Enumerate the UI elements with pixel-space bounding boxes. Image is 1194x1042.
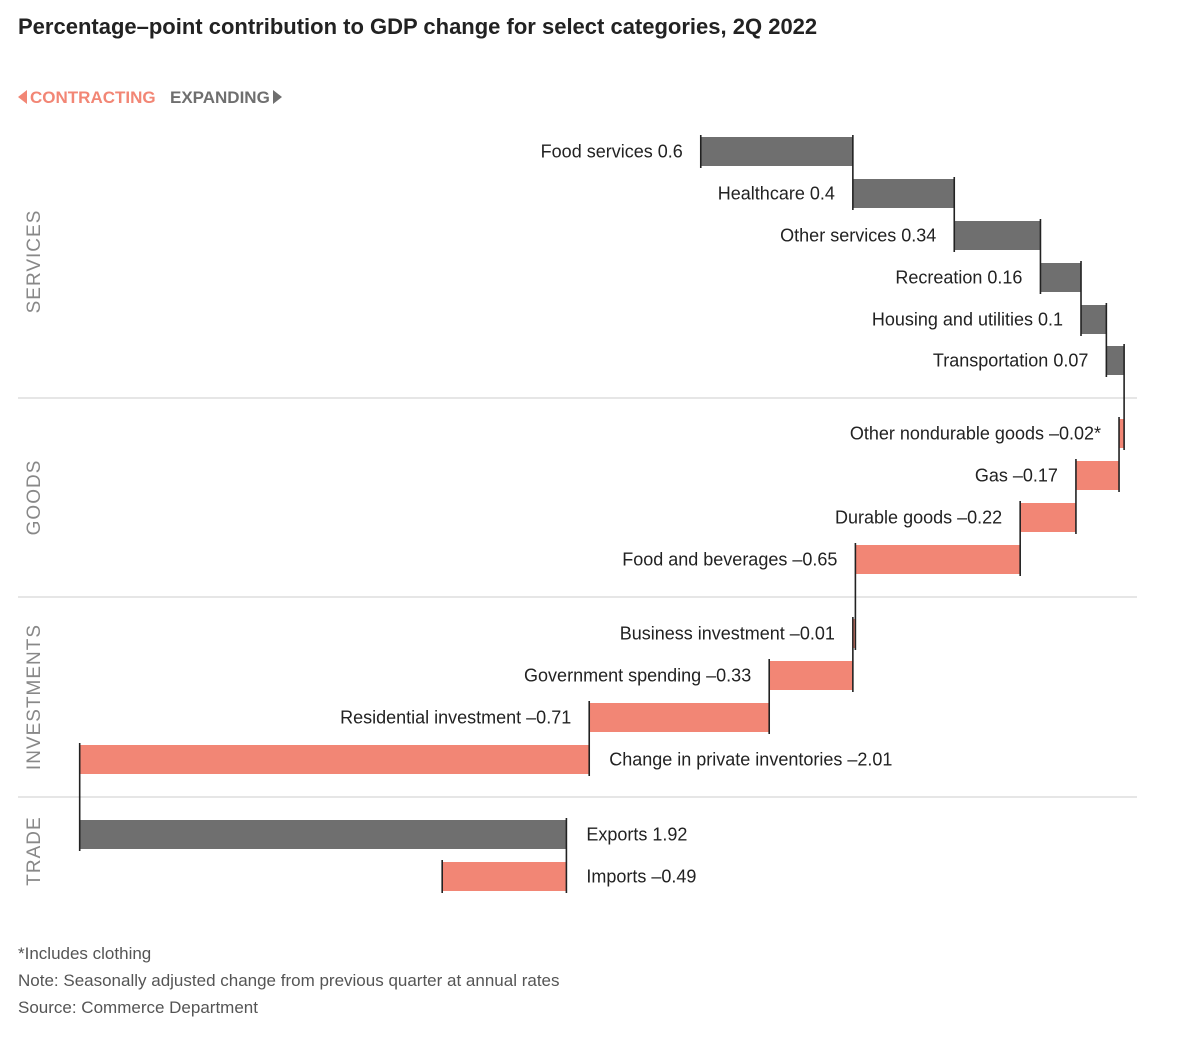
bar-5 [1106,346,1125,375]
footnote: *Includes clothing [18,944,152,963]
bar-9 [855,545,1021,574]
bar-label-0: Food services 0.6 [541,142,683,162]
bar-12 [589,703,770,732]
bar-label-3: Recreation 0.16 [895,268,1022,288]
bar-label-14: Exports 1.92 [586,825,687,845]
section-label-goods: GOODS [24,460,45,536]
bar-label-4: Housing and utilities 0.1 [872,310,1063,330]
bar-label-10: Business investment –0.01 [620,624,835,644]
section-label-trade: TRADE [24,816,45,885]
bar-label-2: Other services 0.34 [780,226,936,246]
bar-10 [852,619,856,648]
bar-8 [1020,503,1076,532]
bar-label-9: Food and beverages –0.65 [622,550,837,570]
bar-4 [1081,305,1107,334]
bar-15 [442,862,567,891]
legend-contracting: CONTRACTING [18,88,156,108]
waterfall-chart: SERVICES GOODS INVESTMENTS TRADE Food servic… [18,135,1137,893]
arrow-left-icon [18,90,27,104]
bar-13 [79,745,590,774]
bar-3 [1040,263,1082,292]
bar-label-6: Other nondurable goods –0.02* [850,424,1101,444]
chart-title: Percentage–point contribution to GDP cha… [18,14,818,39]
bar-label-8: Durable goods –0.22 [835,508,1002,528]
chart-notes: *Includes clothing Note: Seasonally adju… [18,940,560,1021]
bar-6 [1119,419,1125,448]
arrow-right-icon [272,90,282,104]
bar-7 [1075,461,1120,490]
bar-1 [852,179,955,208]
legend-expanding: EXPANDING [170,88,282,108]
bar-label-7: Gas –0.17 [975,466,1058,486]
bar-0 [700,137,853,166]
bar-label-13: Change in private inventories –2.01 [609,750,892,770]
bar-label-12: Residential investment –0.71 [340,708,571,728]
source: Source: Commerce Department [18,998,258,1017]
section-label-services: SERVICES [24,210,45,314]
section-label-investments: INVESTMENTS [24,624,45,770]
bar-11 [769,661,853,690]
bar-label-11: Government spending –0.33 [524,666,751,686]
legend-expanding-label: EXPANDING [170,88,270,107]
bar-14 [79,820,567,849]
bar-label-1: Healthcare 0.4 [718,184,835,204]
bar-label-15: Imports –0.49 [586,867,696,887]
bar-2 [954,221,1041,250]
bar-label-5: Transportation 0.07 [933,351,1088,371]
note: Note: Seasonally adjusted change from pr… [18,971,560,990]
legend-contracting-label: CONTRACTING [30,88,156,107]
